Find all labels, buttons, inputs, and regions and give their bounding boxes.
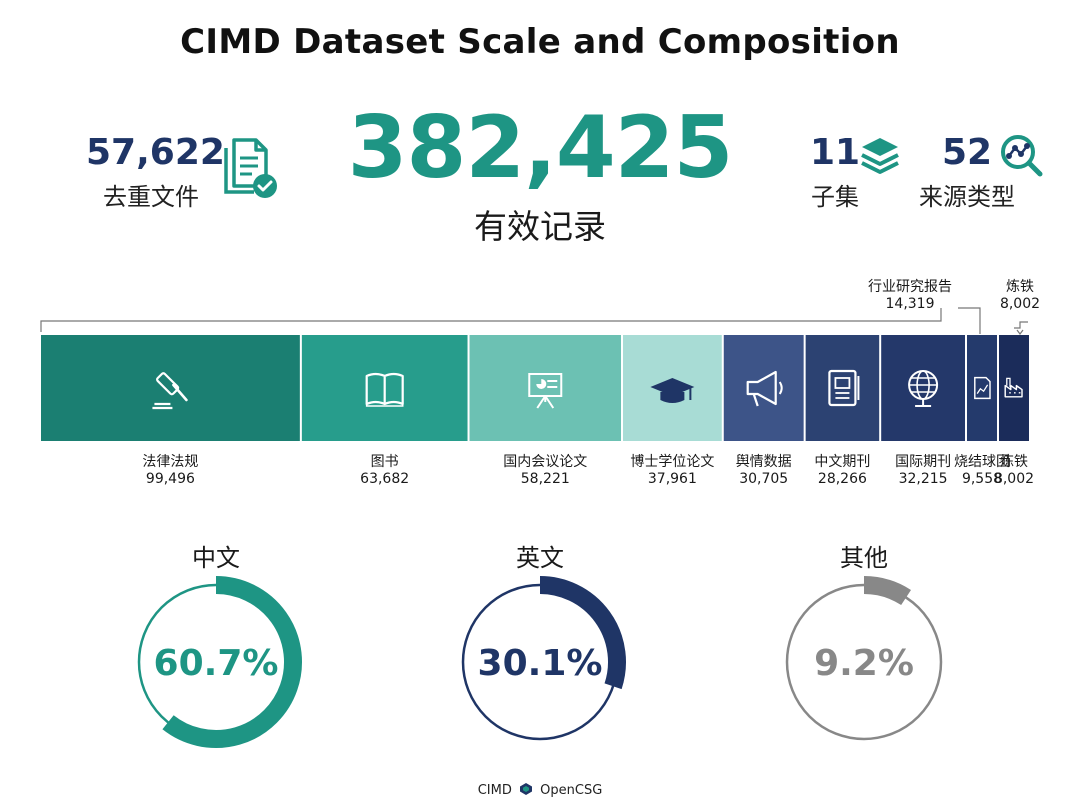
bar-segment-label: 博士学位论文 37,961: [613, 454, 732, 488]
bar-segment-category: 舆情数据: [735, 454, 792, 470]
footer-left-brand: CIMD: [477, 783, 512, 798]
bar-segment-4: [723, 335, 804, 441]
callout-industry-report: 行业研究报告 14,319: [860, 279, 960, 313]
document-check-icon: [224, 138, 277, 198]
book-icon: [365, 372, 404, 407]
stat-subsets-label: 子集: [811, 183, 859, 211]
callout-industry-report-value: 14,319: [885, 296, 935, 312]
stat-subsets-value: 11: [809, 132, 861, 173]
stat-dedup-files: 57,622 去重文件: [86, 132, 225, 212]
opencsg-logo-icon: [520, 783, 532, 795]
network-search-icon: [1001, 135, 1043, 177]
stat-dedup-files-value: 57,622: [86, 132, 225, 173]
callout-ironmaking-label: 炼铁: [1006, 279, 1034, 295]
donut-slice-2: [863, 576, 911, 606]
callout-ironmaking-value: 8,002: [999, 296, 1041, 312]
bar-segment-label: 中文期刊 28,266: [796, 454, 890, 488]
bar-segment-category: 博士学位论文: [630, 454, 715, 470]
globe-icon: [908, 370, 939, 407]
donut-slice-0: [162, 576, 302, 748]
footer-right-brand: OpenCSG: [540, 783, 603, 798]
bar-segment-value: 8,002: [993, 471, 1035, 487]
bar-segment-value: 58,221: [520, 471, 570, 487]
bar-segment-category: 烧结球团: [954, 454, 1010, 470]
bar-segment-category: 炼铁: [1000, 454, 1028, 470]
stat-source-types: 52 来源类型: [912, 132, 1022, 212]
bar-segment-label: 舆情数据 30,705: [714, 454, 814, 488]
bar-segment-value: 99,496: [145, 471, 195, 487]
callout-industry-report-label: 行业研究报告: [868, 279, 952, 295]
language-donut-charts: 60.7% 30.1% 9.2%: [137, 576, 943, 748]
donut-value-label: 60.7%: [154, 643, 279, 684]
footer: CIMD OpenCSG: [0, 782, 1080, 798]
bar-segment-6: [881, 335, 965, 441]
bar-segment-label: 国际期刊 32,215: [871, 454, 975, 488]
bar-segment-category: 中文期刊: [814, 454, 871, 470]
bar-segment-value: 37,961: [647, 471, 697, 487]
stat-source-types-label: 来源类型: [919, 183, 1015, 211]
bar-segment-7: [967, 335, 997, 441]
bar-bracket: [40, 307, 1028, 335]
bar-segment-value: 32,215: [898, 471, 948, 487]
bar-segment-value: 28,266: [817, 471, 867, 487]
bar-segment-category: 国内会议论文: [503, 454, 588, 470]
composition-bar-chart: [41, 335, 1029, 441]
factory-icon: [1004, 377, 1023, 398]
bar-segment-category: 国际期刊: [895, 454, 952, 470]
stat-valid-records-value: 382,425: [347, 98, 734, 198]
megaphone-icon: [746, 370, 783, 407]
bar-segment-label: 图书 63,682: [292, 454, 478, 488]
report-icon: [974, 376, 991, 400]
bar-segment-label: 烧结球团 9,558: [942, 454, 1022, 488]
bar-segment-value: 63,682: [360, 471, 410, 487]
donut-title-english: 英文: [516, 544, 564, 572]
graduation-cap-icon: [650, 378, 695, 403]
donut-title-chinese: 中文: [192, 544, 240, 572]
bar-segment-category: 图书: [370, 454, 399, 470]
bar-segment-2: [469, 335, 622, 441]
stat-source-types-value: 52: [942, 132, 993, 173]
notebook-icon: [828, 369, 860, 407]
page-title: CIMD Dataset Scale and Composition: [180, 22, 900, 62]
bar-segment-value: 30,705: [739, 471, 789, 487]
bar-segment-value: 9,558: [961, 471, 1003, 487]
layers-icon: [861, 138, 899, 174]
bar-segment-0: [41, 335, 300, 441]
callout-ironmaking: 炼铁 8,002: [990, 279, 1050, 313]
bar-segment-label: 国内会议论文 58,221: [460, 454, 631, 488]
bar-segment-category: 法律法规: [142, 454, 199, 470]
donut-slice-1: [539, 576, 626, 690]
stat-subsets: 11 子集: [800, 132, 870, 212]
stat-valid-records-label: 有效记录: [474, 207, 606, 246]
stat-dedup-files-label: 去重文件: [103, 183, 199, 211]
bar-segment-label: 炼铁 8,002: [974, 454, 1054, 488]
bar-segment-label: 法律法规 99,496: [31, 454, 310, 488]
gavel-icon: [152, 372, 188, 410]
presentation-icon: [528, 373, 563, 409]
donut-value-label: 9.2%: [814, 643, 914, 684]
donut-value-label: 30.1%: [478, 643, 603, 684]
donut-title-other: 其他: [840, 544, 888, 572]
